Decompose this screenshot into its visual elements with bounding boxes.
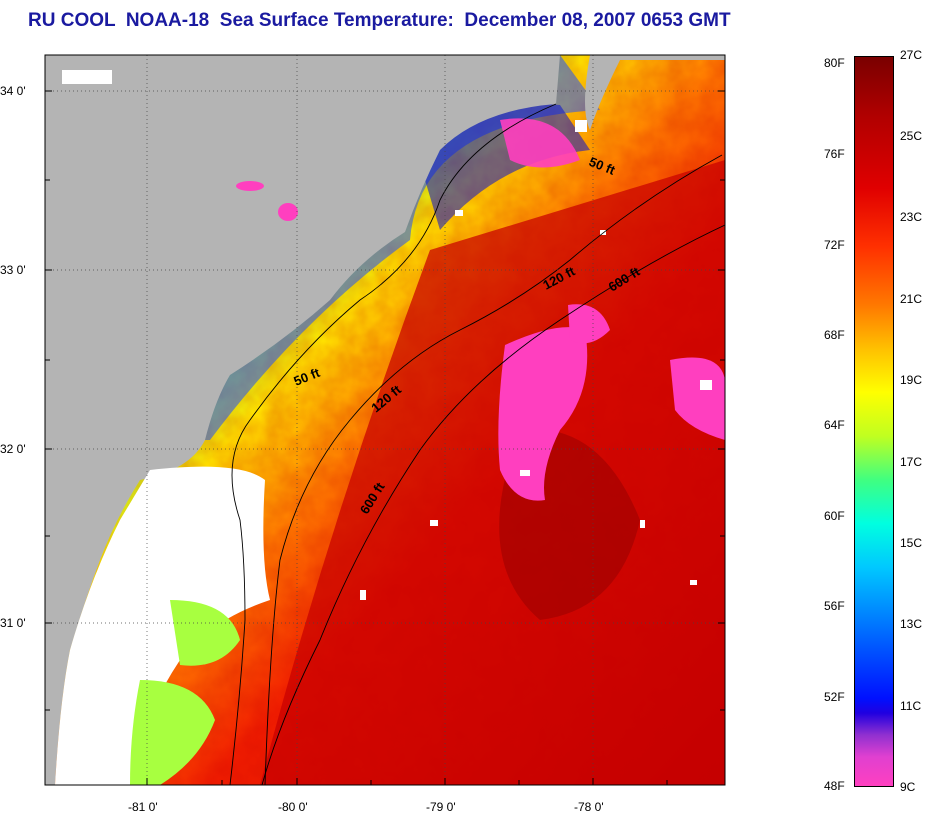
lon-label-80: -80 0': [278, 800, 308, 814]
map-frame: [44, 54, 726, 786]
lon-label-78: -78 0': [574, 800, 604, 814]
inland-lake: [278, 203, 298, 221]
colorbar-label-19c: 19C: [900, 373, 923, 387]
colorbar-label-23c: 23C: [900, 210, 923, 224]
coastal-cloud-mask: [55, 466, 270, 785]
colorbar-label-52f: 52F: [824, 690, 845, 704]
colorbar-label-11c: 11C: [900, 699, 922, 713]
colorbar-label-48f: 48F: [824, 779, 845, 793]
lat-label-31: 31 0': [0, 616, 26, 630]
colorbar-label-13c: 13C: [900, 617, 923, 631]
graticule: [45, 55, 725, 785]
lat-label-34: 34 0': [0, 84, 26, 98]
colorbar-label-17c: 17C: [900, 455, 923, 469]
colorbar-label-68f: 68F: [824, 328, 845, 342]
land-mass: [45, 55, 560, 785]
colorbar: [854, 56, 894, 787]
colorbar-label-56f: 56F: [824, 599, 845, 613]
colorbar-label-25c: 25C: [900, 129, 923, 143]
contour-120ft: [264, 154, 723, 785]
colorbar-label-15c: 15C: [900, 536, 923, 550]
cold-pool-north: [500, 118, 580, 168]
lat-label-33: 33 0': [0, 263, 26, 277]
cold-patch-central: [498, 327, 588, 501]
sst-map-canvas: 50 ft 120 ft 600 ft 50 ft 120 ft 600 ft: [44, 54, 726, 786]
colorbar-label-76f: 76F: [824, 147, 845, 161]
colorbar-label-64f: 64F: [824, 418, 845, 432]
depth-contours: [229, 103, 725, 785]
colorbar-label-21c: 21C: [900, 292, 923, 306]
axis-ticks: [45, 90, 725, 785]
lon-label-81: -81 0': [128, 800, 158, 814]
colorbar-label-72f: 72F: [824, 238, 845, 252]
contour-50ft: [229, 103, 557, 785]
lat-label-32: 32 0': [0, 442, 26, 456]
colorbar-label-80f: 80F: [824, 56, 845, 70]
contour-600ft: [261, 224, 725, 785]
temperature-legend: 80F 76F 72F 68F 64F 60F 56F 52F 48F 27C …: [760, 0, 928, 817]
map-title: RU COOL NOAA-18 Sea Surface Temperature:…: [28, 10, 731, 31]
map-content: [45, 55, 725, 785]
gulf-stream-warm-water: [260, 160, 725, 785]
lon-label-79: -79 0': [426, 800, 456, 814]
colorbar-label-27c: 27C: [900, 48, 923, 62]
colorbar-label-60f: 60F: [824, 509, 845, 523]
colorbar-label-9c: 9C: [900, 780, 916, 794]
sst-map: 50 ft 120 ft 600 ft 50 ft 120 ft 600 ft …: [0, 54, 726, 814]
